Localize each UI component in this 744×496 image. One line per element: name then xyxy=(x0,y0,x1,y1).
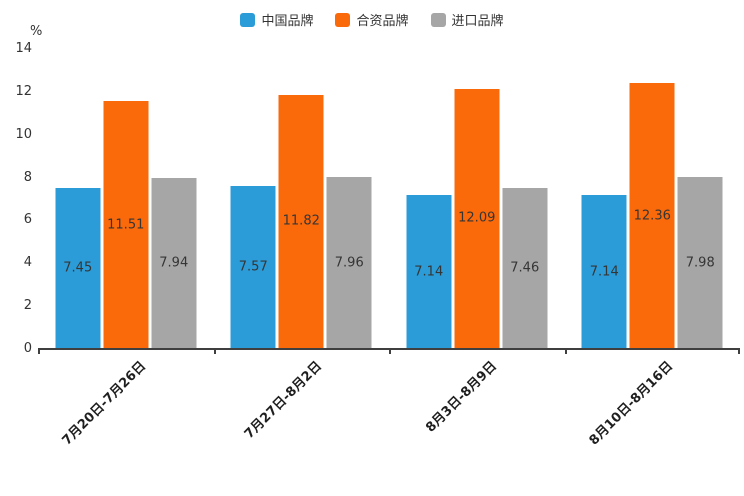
y-axis-unit-label: % xyxy=(30,24,43,39)
y-axis-tick-label: 8 xyxy=(23,169,32,185)
bar-value-label: 7.45 xyxy=(63,260,93,276)
bar-value-label: 12.36 xyxy=(633,208,671,224)
legend-item-0[interactable]: 中国品牌 xyxy=(240,10,313,29)
bar-group: 7.57 11.82 7.96 xyxy=(230,94,372,348)
bar-value-label: 7.46 xyxy=(510,260,540,276)
bar-value-label: 12.09 xyxy=(458,210,496,226)
bar-中国品牌[interactable]: 7.14 xyxy=(581,195,627,348)
x-axis-tick xyxy=(389,348,391,354)
y-axis-tick-label: 10 xyxy=(15,126,32,142)
bar-group: 7.14 12.09 7.46 xyxy=(406,88,548,348)
y-axis-tick-label: 2 xyxy=(23,298,32,314)
x-axis-category-label: 7月27日-8月2日 xyxy=(241,358,325,443)
x-axis-tick xyxy=(38,348,40,354)
y-axis-tick-label: 12 xyxy=(15,83,32,99)
bar-value-label: 7.14 xyxy=(414,264,444,279)
bar-中国品牌[interactable]: 7.14 xyxy=(406,195,452,348)
legend-marker-icon xyxy=(240,12,256,27)
legend-label: 进口品牌 xyxy=(451,14,504,29)
legend-item-1[interactable]: 合资品牌 xyxy=(335,10,409,29)
bar-合资品牌[interactable]: 11.51 xyxy=(103,101,149,348)
bar-value-label: 7.94 xyxy=(159,255,189,271)
bar-group: 7.14 12.36 7.98 xyxy=(581,83,723,348)
x-axis-category-label: 8月10日-8月16日 xyxy=(586,358,676,449)
bar-value-label: 11.51 xyxy=(107,217,145,233)
bar-合资品牌[interactable]: 11.82 xyxy=(278,94,324,348)
bar-进口品牌[interactable]: 7.46 xyxy=(502,188,548,348)
bar-中国品牌[interactable]: 7.57 xyxy=(230,185,276,348)
bar-进口品牌[interactable]: 7.94 xyxy=(151,177,197,348)
x-axis-tick xyxy=(564,348,567,354)
legend-label: 中国品牌 xyxy=(261,14,314,29)
x-axis-tick xyxy=(213,348,216,354)
bar-合资品牌[interactable]: 12.09 xyxy=(454,88,500,348)
legend-marker-icon xyxy=(335,12,351,27)
bar-value-label: 7.14 xyxy=(589,264,619,279)
bar-进口品牌[interactable]: 7.98 xyxy=(677,177,723,348)
y-axis-tick-label: 4 xyxy=(23,255,32,271)
y-axis-tick-label: 0 xyxy=(23,341,32,356)
bar-进口品牌[interactable]: 7.96 xyxy=(326,177,372,348)
legend-marker-icon xyxy=(430,12,446,27)
chart-legend: 中国品牌 合资品牌 进口品牌 xyxy=(0,10,744,29)
bar-value-label: 7.96 xyxy=(334,255,364,271)
bar-value-label: 7.57 xyxy=(238,259,268,275)
bar-value-label: 11.82 xyxy=(282,213,320,229)
bar-group: 7.45 11.51 7.94 xyxy=(55,101,197,348)
x-axis-category-label: 7月20日-7月26日 xyxy=(59,358,150,449)
y-axis-tick-label: 6 xyxy=(23,212,32,228)
bar-合资品牌[interactable]: 12.36 xyxy=(629,83,675,348)
x-axis-category-label: 8月3日-8月9日 xyxy=(423,358,501,436)
y-axis-tick-label: 14 xyxy=(15,41,32,56)
bar-value-label: 7.98 xyxy=(685,255,715,270)
legend-item-2[interactable]: 进口品牌 xyxy=(430,10,504,29)
x-axis-tick xyxy=(738,348,740,354)
bar-中国品牌[interactable]: 7.45 xyxy=(55,188,101,348)
legend-label: 合资品牌 xyxy=(356,14,409,29)
plot-area: 0 2 4 6 8 10 12 14 7.45 11.51 7.94 7.57 11.82 7.96 7.… xyxy=(15,41,740,448)
